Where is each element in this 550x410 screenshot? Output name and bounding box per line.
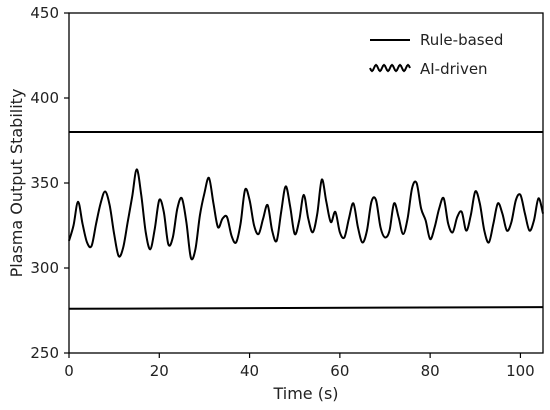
y-tick-label: 400 [30, 89, 59, 107]
y-tick-label: 450 [30, 4, 59, 22]
legend-swatch-ai-driven [369, 63, 411, 73]
legend-label-ai-driven: AI-driven [420, 60, 488, 78]
legend: Rule-based AI-driven [369, 31, 503, 78]
series-lines [68, 131, 544, 310]
legend-label-rule-based: Rule-based [420, 31, 503, 49]
x-tick-label: 40 [240, 362, 259, 380]
y-tick-label: 250 [30, 344, 59, 362]
ai-driven-line [68, 168, 544, 261]
rule-based-line-lower [68, 306, 544, 310]
x-tick-label: 80 [421, 362, 440, 380]
x-tick-label: 100 [506, 362, 535, 380]
y-tick-label: 350 [30, 174, 59, 192]
y-axis-title: Plasma Output Stability [7, 89, 26, 278]
y-tick-label: 300 [30, 259, 59, 277]
x-tick-label: 60 [330, 362, 349, 380]
plot-frame [68, 12, 544, 354]
x-tick-label: 20 [150, 362, 169, 380]
x-tick-label: 0 [64, 362, 74, 380]
ticks: 0 20 40 60 80 100 250 300 350 400 450 [30, 4, 534, 380]
x-axis-title: Time (s) [272, 384, 338, 403]
